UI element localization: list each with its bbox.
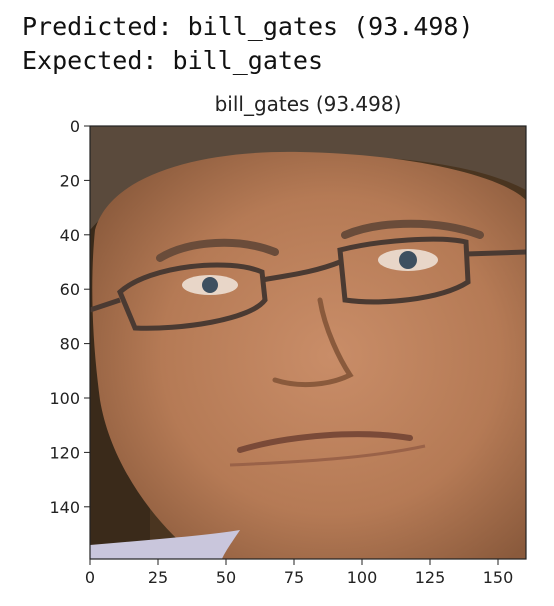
face-shape: [92, 151, 526, 559]
x-tick-label: 0: [85, 568, 95, 587]
y-axis: 0 20 40 60 80 100 120 140: [49, 117, 90, 517]
y-tick-label: 120: [49, 443, 80, 462]
x-tick-label: 100: [347, 568, 378, 587]
y-tick-label: 40: [60, 226, 80, 245]
y-tick-label: 140: [49, 498, 80, 517]
predicted-output-line: Predicted: bill_gates (93.498): [22, 12, 474, 41]
x-tick-label: 50: [216, 568, 236, 587]
y-tick-label: 100: [49, 389, 80, 408]
x-tick-label: 150: [483, 568, 514, 587]
y-tick-label: 20: [60, 171, 80, 190]
shirt-shape: [90, 530, 240, 559]
y-tick-label: 0: [70, 117, 80, 136]
y-tick-label: 60: [60, 280, 80, 299]
expected-output-line: Expected: bill_gates: [22, 46, 324, 75]
x-axis: 0 25 50 75 100 125 150: [85, 559, 513, 587]
glasses-shape: [90, 236, 526, 331]
face-photo: [90, 126, 526, 559]
axes-frame: [89, 125, 527, 560]
figure-title: bill_gates (93.498): [214, 92, 402, 116]
x-tick-label: 125: [415, 568, 446, 587]
y-tick-label: 80: [60, 335, 80, 354]
x-tick-label: 75: [284, 568, 304, 587]
hair-shape: [90, 126, 526, 230]
x-tick-label: 25: [148, 568, 168, 587]
